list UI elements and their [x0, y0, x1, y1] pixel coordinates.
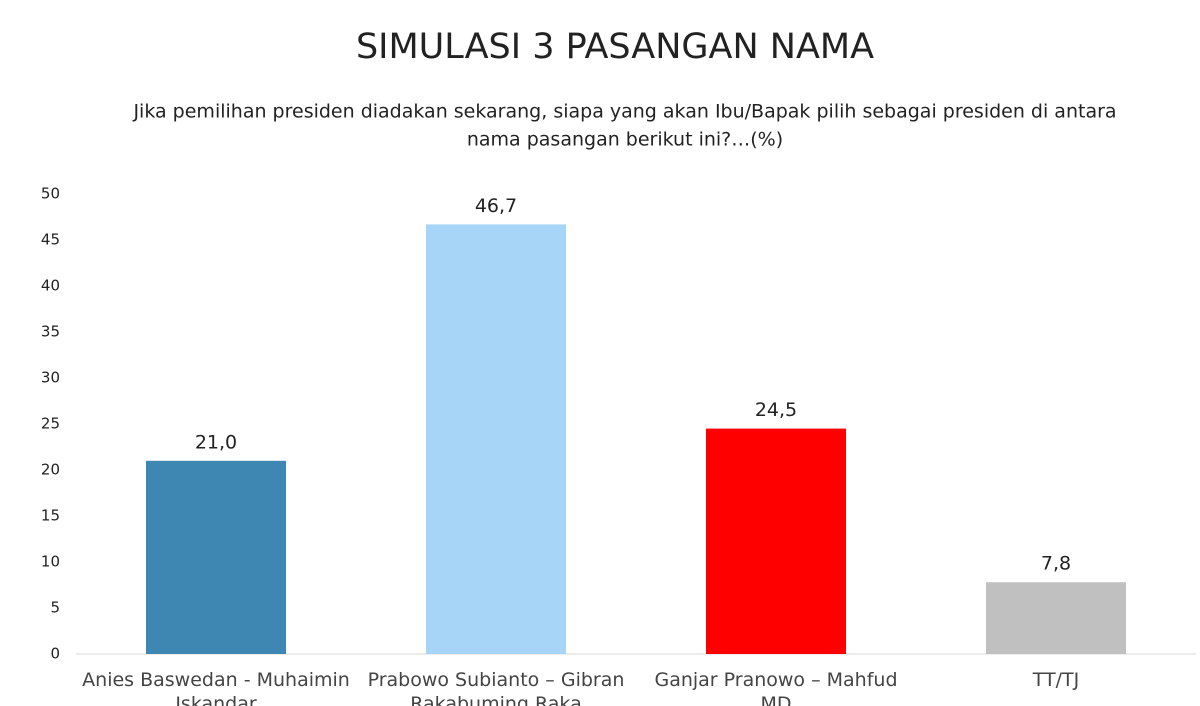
y-tick-label: 15: [41, 507, 60, 525]
y-tick-label: 0: [50, 645, 60, 663]
x-tick-label-box: Prabowo Subianto – Gibran Rakabuming Rak…: [367, 669, 625, 706]
subtitle: Jika pemilihan presiden diadakan sekaran…: [132, 101, 1116, 123]
value-label: 21,0: [195, 431, 237, 453]
x-tick-label: TT/TJ: [1032, 669, 1080, 691]
y-tick-label: 25: [41, 415, 60, 433]
bar: [426, 224, 566, 655]
x-tick-label: Prabowo Subianto – Gibran Rakabuming Rak…: [367, 669, 625, 706]
x-tick-label: Anies Baswedan - Muhaimin Iskandar: [82, 669, 350, 706]
y-tick-label: 50: [41, 185, 60, 203]
y-tick-label: 40: [41, 277, 60, 295]
value-label: 24,5: [755, 399, 797, 421]
x-tick-label: Ganjar Pranowo – Mahfud MD: [654, 669, 898, 706]
y-tick-label: 35: [41, 323, 60, 341]
x-tick-label-box: Anies Baswedan - Muhaimin Iskandar: [82, 669, 350, 706]
x-tick-label-box: TT/TJ: [1032, 669, 1080, 691]
value-label: 7,8: [1041, 553, 1071, 575]
y-tick-label: 5: [50, 599, 60, 617]
y-tick-label: 30: [41, 369, 60, 387]
bar: [146, 460, 286, 654]
bar: [706, 428, 846, 654]
y-tick-label: 10: [41, 553, 60, 571]
subtitle: nama pasangan berikut ini?…(%): [467, 129, 783, 151]
value-label: 46,7: [475, 195, 517, 217]
y-tick-label: 20: [41, 461, 60, 479]
bar: [986, 582, 1126, 654]
y-tick-label: 45: [41, 231, 60, 249]
x-tick-label-box: Ganjar Pranowo – Mahfud MD: [654, 669, 898, 706]
chart-title: SIMULASI 3 PASANGAN NAMA: [356, 27, 874, 67]
